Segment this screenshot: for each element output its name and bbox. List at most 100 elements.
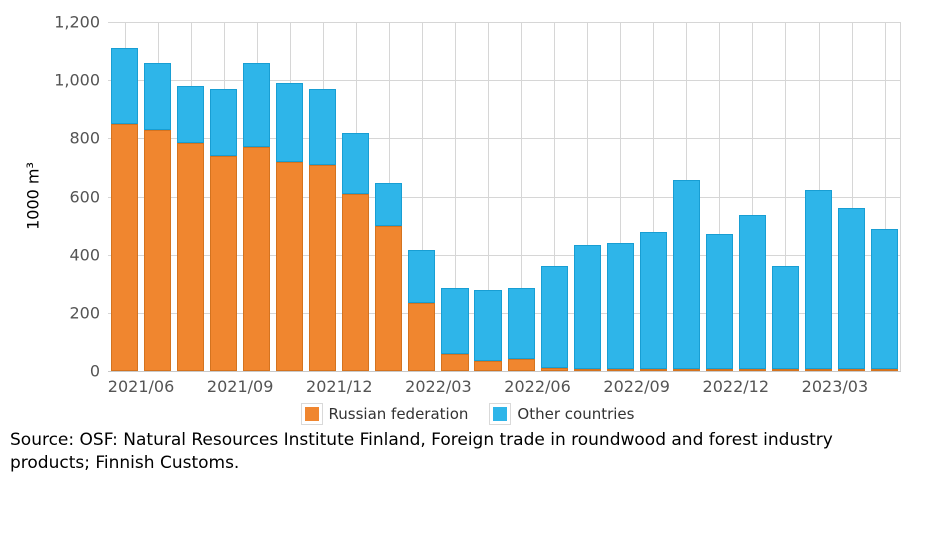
bar-column	[240, 22, 273, 371]
bar-column	[207, 22, 240, 371]
stacked-bar[interactable]	[738, 214, 766, 371]
gridline-horizontal	[108, 22, 901, 23]
stacked-bar[interactable]	[441, 288, 469, 371]
x-axis-tick-label: 2022/12	[702, 377, 770, 396]
bar-segment-other-countries[interactable]	[871, 229, 899, 369]
bar-segment-other-countries[interactable]	[573, 245, 601, 369]
bar-segment-russian-federation[interactable]	[342, 193, 370, 371]
stacked-bar[interactable]	[573, 245, 601, 371]
legend-item-russian-federation[interactable]: Russian federation	[300, 403, 469, 425]
stacked-bar[interactable]	[342, 132, 370, 371]
bar-segment-other-countries[interactable]	[144, 62, 172, 130]
bar-segment-russian-federation[interactable]	[804, 369, 833, 371]
bar-column	[306, 22, 339, 371]
bar-segment-russian-federation[interactable]	[276, 161, 304, 371]
stacked-bar[interactable]	[375, 183, 403, 371]
bar-segment-russian-federation[interactable]	[375, 225, 403, 371]
bar-segment-russian-federation[interactable]	[573, 369, 601, 371]
bar-segment-other-countries[interactable]	[474, 289, 502, 361]
bar-column	[141, 22, 174, 371]
bar-segment-other-countries[interactable]	[375, 183, 403, 226]
x-axis-tick-label: 2021/09	[206, 377, 274, 396]
bar-segment-other-countries[interactable]	[639, 232, 667, 369]
bar-segment-russian-federation[interactable]	[871, 369, 899, 371]
bar-segment-russian-federation[interactable]	[474, 360, 502, 371]
y-axis: 1,200 1,000 800 600 400 200 0	[0, 13, 100, 381]
bar-segment-other-countries[interactable]	[672, 180, 700, 369]
stacked-bar[interactable]	[804, 190, 833, 371]
bar-column	[174, 22, 207, 371]
bar-segment-russian-federation[interactable]	[838, 369, 866, 371]
bar-segment-russian-federation[interactable]	[507, 359, 535, 371]
bar-segment-russian-federation[interactable]	[672, 369, 700, 371]
legend-item-other-countries[interactable]: Other countries	[489, 403, 635, 425]
bar-segment-russian-federation[interactable]	[771, 369, 799, 371]
stacked-bar[interactable]	[771, 265, 799, 371]
bar-segment-russian-federation[interactable]	[606, 369, 634, 371]
bar-segment-other-countries[interactable]	[177, 86, 205, 143]
bar-segment-russian-federation[interactable]	[144, 129, 172, 371]
bar-segment-russian-federation[interactable]	[243, 147, 271, 371]
bar-segment-other-countries[interactable]	[838, 207, 866, 369]
bar-segment-russian-federation[interactable]	[408, 302, 436, 371]
bar-column	[571, 22, 604, 371]
bar-segment-russian-federation[interactable]	[540, 368, 568, 371]
bar-segment-russian-federation[interactable]	[738, 369, 766, 371]
y-axis-tick-label: 800	[69, 128, 100, 148]
bar-segment-russian-federation[interactable]	[441, 353, 469, 371]
bar-segment-other-countries[interactable]	[210, 88, 238, 156]
bar-segment-other-countries[interactable]	[309, 88, 337, 165]
bar-segment-other-countries[interactable]	[110, 48, 139, 124]
stacked-bar[interactable]	[639, 232, 667, 371]
stacked-bar[interactable]	[144, 62, 172, 371]
stacked-bar[interactable]	[871, 229, 899, 371]
bar-segment-russian-federation[interactable]	[309, 164, 337, 371]
bar-segment-other-countries[interactable]	[342, 132, 370, 194]
stacked-bar[interactable]	[540, 266, 568, 371]
stacked-bar[interactable]	[177, 86, 205, 371]
y-axis-tick-label: 1,200	[54, 12, 100, 32]
legend-swatch-other-countries	[489, 403, 512, 425]
bar-segment-other-countries[interactable]	[441, 288, 469, 354]
legend-label-russian-federation: Russian federation	[328, 405, 469, 423]
bar-segment-other-countries[interactable]	[408, 250, 436, 303]
stacked-bar[interactable]	[672, 180, 700, 371]
bar-segment-other-countries[interactable]	[540, 266, 568, 369]
bar-segment-russian-federation[interactable]	[177, 142, 205, 371]
bar-segment-other-countries[interactable]	[243, 62, 271, 148]
gridline-vertical	[900, 22, 901, 371]
bar-segment-russian-federation[interactable]	[210, 155, 238, 371]
legend-label-other-countries: Other countries	[517, 405, 635, 423]
bar-segment-other-countries[interactable]	[276, 83, 304, 162]
stacked-bar[interactable]	[606, 242, 634, 371]
x-axis-tick-label: 2021/06	[107, 377, 175, 396]
stacked-bar[interactable]	[507, 288, 535, 371]
bar-segment-other-countries[interactable]	[606, 242, 634, 369]
x-axis-tick-label: 2021/12	[306, 377, 373, 396]
bar-column	[372, 22, 405, 371]
bar-segment-russian-federation[interactable]	[705, 369, 733, 371]
stacked-bar[interactable]	[705, 233, 733, 371]
bar-segment-other-countries[interactable]	[738, 214, 766, 369]
x-axis-tick-label: 2022/03	[405, 377, 472, 396]
stacked-bar[interactable]	[309, 88, 337, 371]
stacked-bar[interactable]	[276, 83, 304, 371]
bar-column	[670, 22, 703, 371]
legend-swatch-russian-federation	[300, 403, 323, 425]
gridline-horizontal	[108, 80, 901, 82]
bar-segment-russian-federation[interactable]	[639, 369, 667, 371]
x-axis: 2021/06 2021/09 2021/12 2022/03 2022/06 2022/…	[108, 377, 901, 397]
x-axis-tick-label: 2022/06	[504, 377, 571, 396]
bar-segment-other-countries[interactable]	[771, 265, 799, 369]
stacked-bar[interactable]	[243, 62, 271, 371]
stacked-bar[interactable]	[474, 289, 502, 371]
stacked-bar[interactable]	[408, 250, 436, 371]
bar-segment-other-countries[interactable]	[804, 190, 833, 369]
bar-segment-other-countries[interactable]	[507, 288, 535, 360]
stacked-bar[interactable]	[210, 88, 238, 371]
bar-column	[339, 22, 372, 371]
bar-segment-russian-federation[interactable]	[110, 123, 139, 371]
bar-segment-other-countries[interactable]	[705, 233, 733, 369]
stacked-bar[interactable]	[110, 48, 139, 371]
stacked-bar[interactable]	[838, 207, 866, 371]
